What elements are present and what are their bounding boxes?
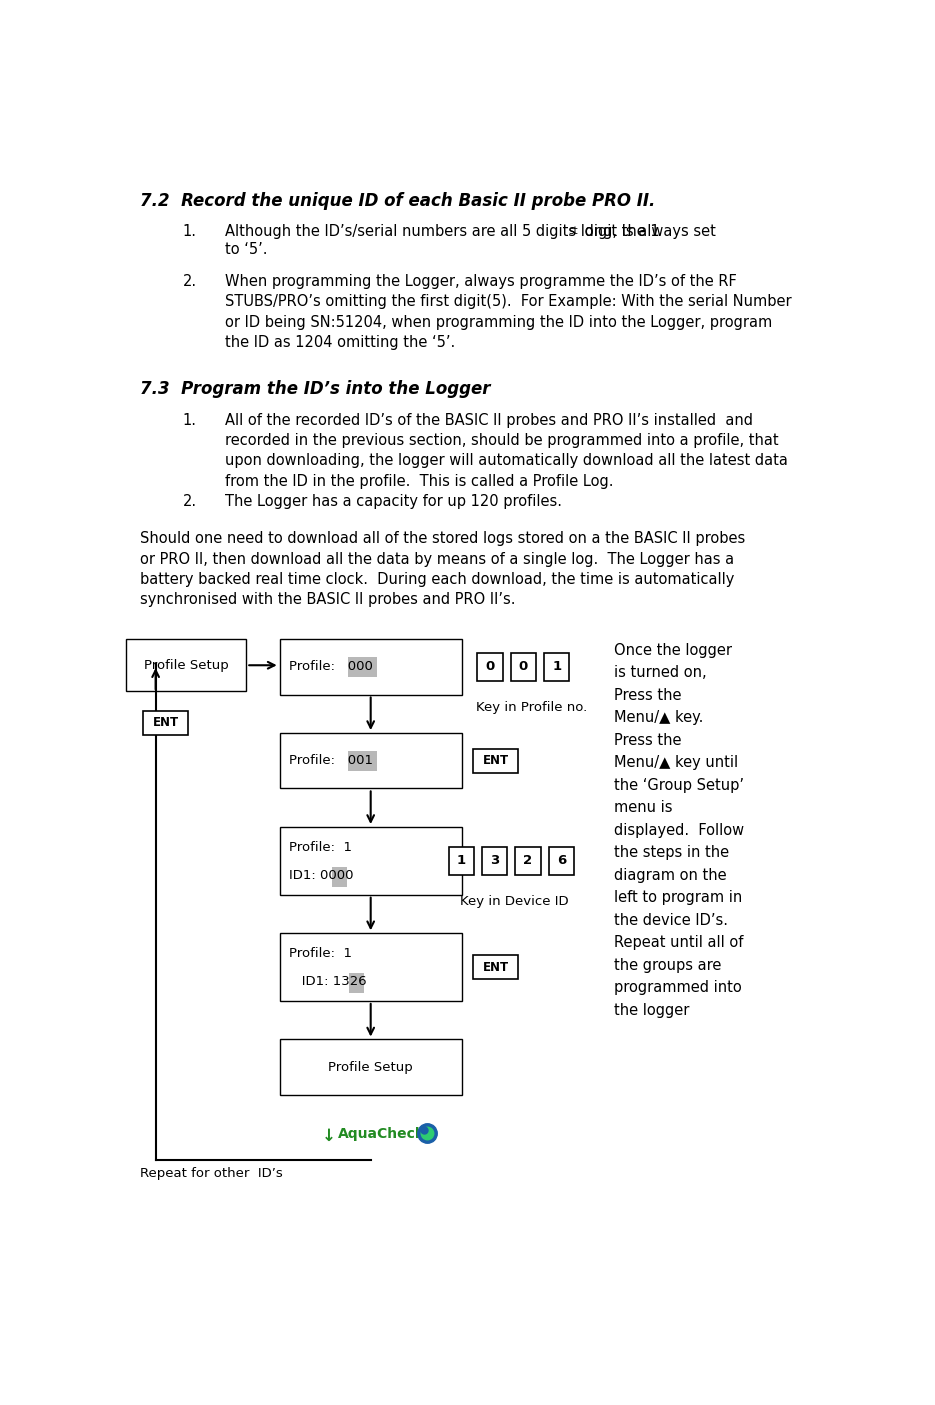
Text: Profile:   000: Profile: 000 <box>289 660 373 673</box>
Text: Profile Setup: Profile Setup <box>328 1061 413 1073</box>
Text: 2.: 2. <box>182 495 197 509</box>
Text: menu is: menu is <box>614 801 673 815</box>
Text: ENT: ENT <box>482 961 509 974</box>
Text: 3: 3 <box>490 854 499 867</box>
Text: AquaCheck: AquaCheck <box>338 1127 424 1141</box>
Bar <box>477 653 503 680</box>
Text: When programming the Logger, always programme the ID’s of the RF
STUBS/PRO’s omi: When programming the Logger, always prog… <box>225 274 792 350</box>
Text: Press the: Press the <box>614 688 682 702</box>
Text: digit is always set: digit is always set <box>580 223 716 239</box>
Text: Should one need to download all of the stored logs stored on a the BASIC II prob: Should one need to download all of the s… <box>140 531 745 607</box>
Text: ENT: ENT <box>152 717 179 729</box>
Text: the steps in the: the steps in the <box>614 846 729 860</box>
Text: the logger: the logger <box>614 1003 690 1017</box>
Bar <box>348 750 378 771</box>
Bar <box>449 847 474 875</box>
Text: 7.2  Record the unique ID of each Basic II probe PRO II.: 7.2 Record the unique ID of each Basic I… <box>140 191 655 209</box>
Text: Profile:  1: Profile: 1 <box>289 947 352 960</box>
Text: 1: 1 <box>457 854 466 867</box>
Bar <box>280 933 462 1000</box>
Text: Menu/▲ key until: Menu/▲ key until <box>614 756 739 770</box>
Text: Although the ID’s/serial numbers are all 5 digits long, the 1: Although the ID’s/serial numbers are all… <box>225 223 660 239</box>
Text: Key in Device ID: Key in Device ID <box>460 895 568 908</box>
Bar <box>350 972 364 993</box>
Bar <box>332 867 347 887</box>
Text: ENT: ENT <box>482 754 509 767</box>
Text: Profile:   001: Profile: 001 <box>289 754 373 767</box>
Text: diagram on the: diagram on the <box>614 868 727 882</box>
Text: ↓: ↓ <box>323 1127 336 1145</box>
Text: Profile Setup: Profile Setup <box>144 659 229 672</box>
Text: Repeat until all of: Repeat until all of <box>614 936 744 950</box>
Text: 1.: 1. <box>182 223 196 239</box>
Text: 7.3  Program the ID’s into the Logger: 7.3 Program the ID’s into the Logger <box>140 381 491 399</box>
Text: Profile:  1: Profile: 1 <box>289 840 352 854</box>
Text: displayed.  Follow: displayed. Follow <box>614 823 744 837</box>
Text: 0: 0 <box>485 660 495 673</box>
Text: is turned on,: is turned on, <box>614 666 707 680</box>
Text: 2.: 2. <box>182 274 197 289</box>
Text: Press the: Press the <box>614 733 682 747</box>
Text: ID1: 1326: ID1: 1326 <box>289 975 367 989</box>
Text: the ‘Group Setup’: the ‘Group Setup’ <box>614 778 744 792</box>
Bar <box>280 733 462 788</box>
Bar <box>280 828 462 895</box>
Bar <box>280 1040 462 1094</box>
Text: 0: 0 <box>519 660 528 673</box>
Bar <box>348 656 378 677</box>
Bar <box>473 749 518 773</box>
Text: The Logger has a capacity for up 120 profiles.: The Logger has a capacity for up 120 pro… <box>225 495 562 509</box>
Text: 1.: 1. <box>182 413 196 427</box>
Text: ID1: 0000: ID1: 0000 <box>289 870 353 882</box>
Bar <box>549 847 574 875</box>
Text: 2: 2 <box>524 854 533 867</box>
Text: the device ID’s.: the device ID’s. <box>614 913 728 927</box>
Text: st: st <box>568 226 578 236</box>
Bar <box>126 639 246 691</box>
Text: 6: 6 <box>556 854 566 867</box>
Bar <box>143 711 188 735</box>
Text: programmed into: programmed into <box>614 981 742 995</box>
Bar <box>482 847 508 875</box>
Text: the groups are: the groups are <box>614 958 722 972</box>
Bar <box>473 955 518 979</box>
Text: 1: 1 <box>553 660 561 673</box>
Bar <box>280 639 462 694</box>
Text: Menu/▲ key.: Menu/▲ key. <box>614 711 704 725</box>
Text: to ‘5’.: to ‘5’. <box>225 242 267 257</box>
Text: All of the recorded ID’s of the BASIC II probes and PRO II’s installed  and
reco: All of the recorded ID’s of the BASIC II… <box>225 413 788 489</box>
Text: Repeat for other  ID’s: Repeat for other ID’s <box>140 1168 283 1180</box>
Bar <box>515 847 540 875</box>
Bar <box>544 653 569 680</box>
Text: left to program in: left to program in <box>614 891 742 905</box>
Text: Key in Profile no.: Key in Profile no. <box>476 701 587 714</box>
Text: Once the logger: Once the logger <box>614 643 732 658</box>
Bar <box>511 653 536 680</box>
